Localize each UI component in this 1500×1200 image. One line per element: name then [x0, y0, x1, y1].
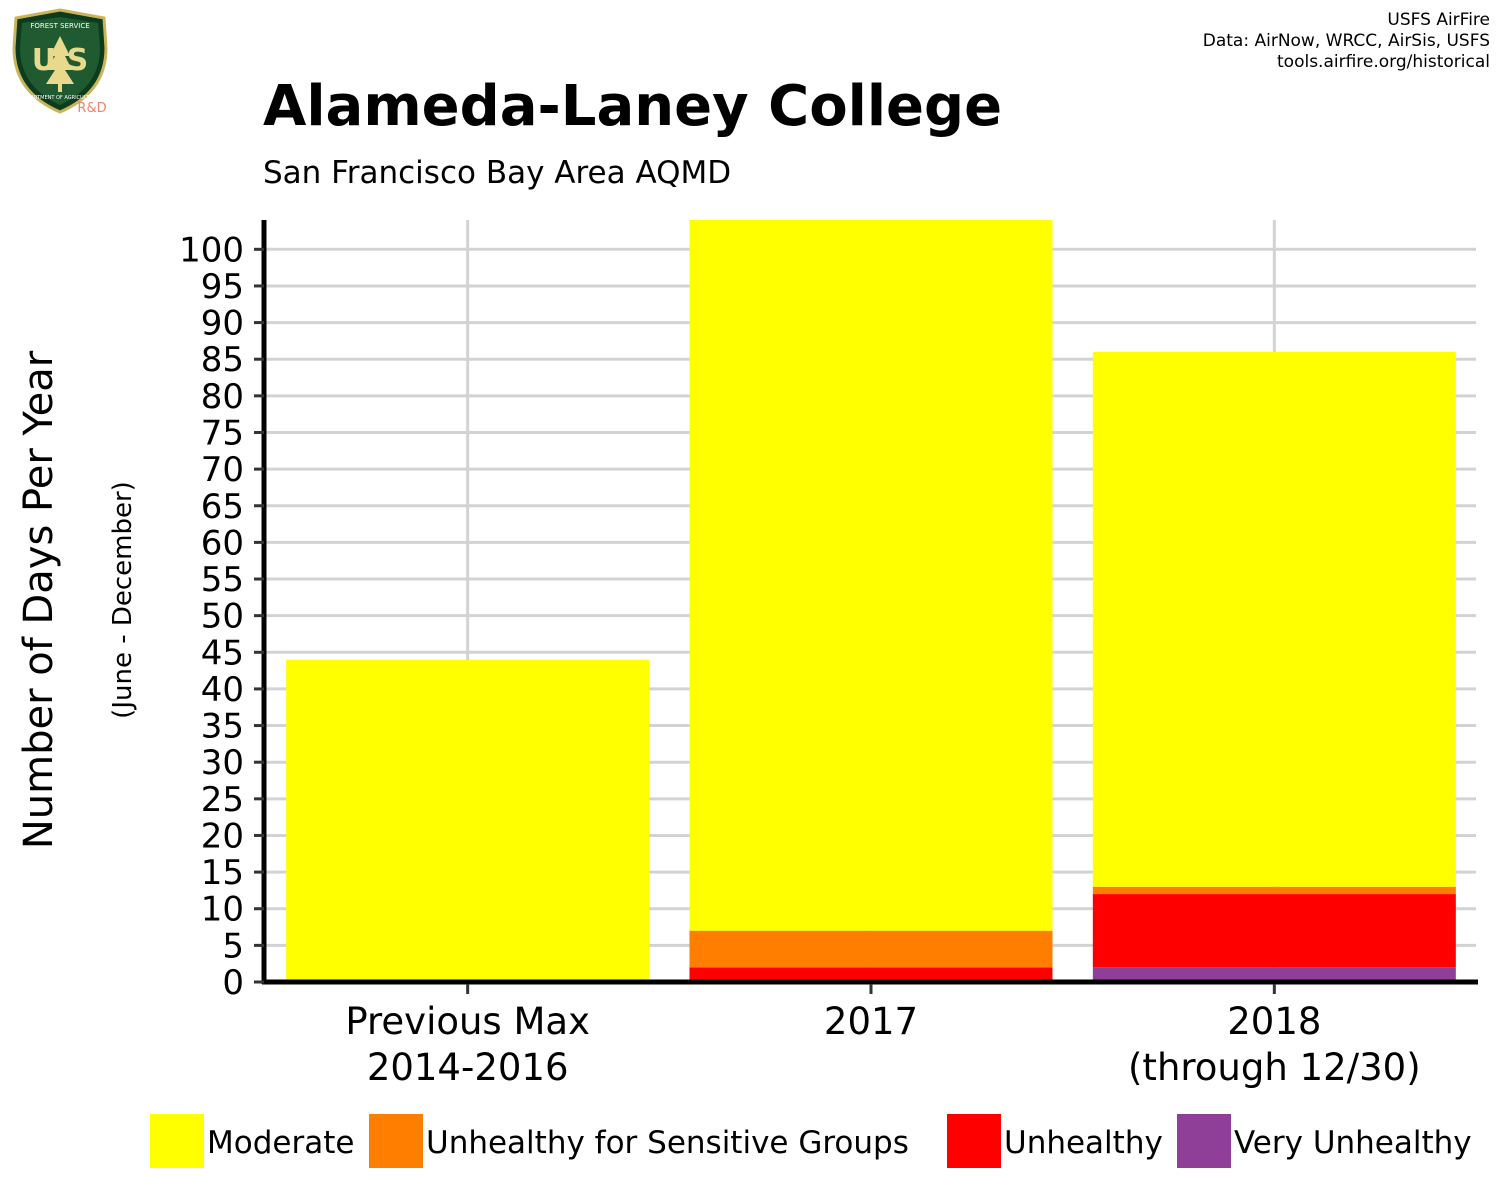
chart-subtitle: San Francisco Bay Area AQMD: [263, 155, 732, 191]
y-tick-label: 20: [201, 816, 244, 856]
y-tick-label: 55: [201, 560, 244, 600]
x-tick-label: 2014-2016: [367, 1046, 569, 1089]
usfs-logo: FOREST SERVICE U S DEPARTMENT OF AGRICUL…: [12, 8, 108, 116]
bars: [286, 220, 1456, 982]
legend-swatch: [150, 1114, 204, 1168]
credit-line: Data: AirNow, WRCC, AirSis, USFS: [1202, 31, 1490, 51]
y-tick-label: 25: [201, 780, 244, 820]
legend-label: Moderate: [207, 1125, 354, 1161]
y-tick-label: 35: [201, 707, 244, 747]
bar-segment: [286, 659, 650, 982]
axes: [261, 220, 1478, 985]
y-tick-label: 85: [201, 340, 244, 380]
bar-segment: [689, 967, 1053, 982]
bar-segment: [1092, 894, 1456, 968]
y-tick-label: 90: [201, 304, 244, 344]
legend-label: Very Unhealthy: [1234, 1125, 1472, 1161]
y-tick-label: 60: [201, 523, 244, 563]
legend-swatch: [1177, 1114, 1231, 1168]
credit-line: USFS AirFire: [1387, 10, 1490, 30]
y-tick-label: 75: [201, 413, 244, 453]
legend-label: Unhealthy for Sensitive Groups: [426, 1125, 909, 1161]
y-tick-label: 50: [201, 597, 244, 637]
y-tick-label: 100: [179, 230, 244, 270]
y-axis-label: Number of Days Per Year: [16, 350, 62, 849]
legend-label: Unhealthy: [1004, 1125, 1163, 1161]
y-tick-label: 65: [201, 487, 244, 527]
x-tick-label: 2017: [824, 1000, 918, 1043]
y-tick-label: 40: [201, 670, 244, 710]
credit-line: tools.airfire.org/historical: [1277, 52, 1490, 72]
legend: Moderate Unhealthy for Sensitive Groups Un…: [150, 1114, 1472, 1168]
credits: USFS AirFire Data: AirNow, WRCC, AirSis,…: [1203, 10, 1490, 73]
legend-swatch: [369, 1114, 423, 1168]
y-tick-label: 0: [222, 963, 244, 1003]
bar-segment: [1092, 351, 1456, 887]
bar-segment: [1092, 967, 1456, 982]
y-tick-label: 15: [201, 853, 244, 893]
y-tick-label: 5: [222, 926, 244, 966]
y-tick-label: 95: [201, 267, 244, 307]
y-tick-label: 10: [201, 890, 244, 930]
bar-segment: [1092, 886, 1456, 895]
y-axis-sublabel: (June - December): [108, 481, 138, 719]
logo-top-text: FOREST SERVICE: [30, 22, 89, 30]
tree-icon: [46, 36, 74, 84]
logo-rd-text: R&D: [77, 101, 106, 116]
x-tick-label: (through 12/30): [1128, 1046, 1421, 1089]
bar-segment: [689, 220, 1053, 931]
x-tick-label: 2018: [1227, 1000, 1321, 1043]
x-tick-label: Previous Max: [345, 1000, 590, 1043]
chart-title: Alameda-Laney College: [263, 74, 1003, 139]
logo-bottom-text: DEPARTMENT OF AGRICULTURE: [21, 95, 99, 101]
y-tick-label: 80: [201, 377, 244, 417]
y-tick-label: 30: [201, 743, 244, 783]
y-tick-label: 70: [201, 450, 244, 490]
y-tick-label: 45: [201, 633, 244, 673]
legend-swatch: [947, 1114, 1001, 1168]
y-ticks: 0510152025303540455055606570758085909510…: [179, 230, 264, 1003]
bar-segment: [689, 930, 1053, 968]
